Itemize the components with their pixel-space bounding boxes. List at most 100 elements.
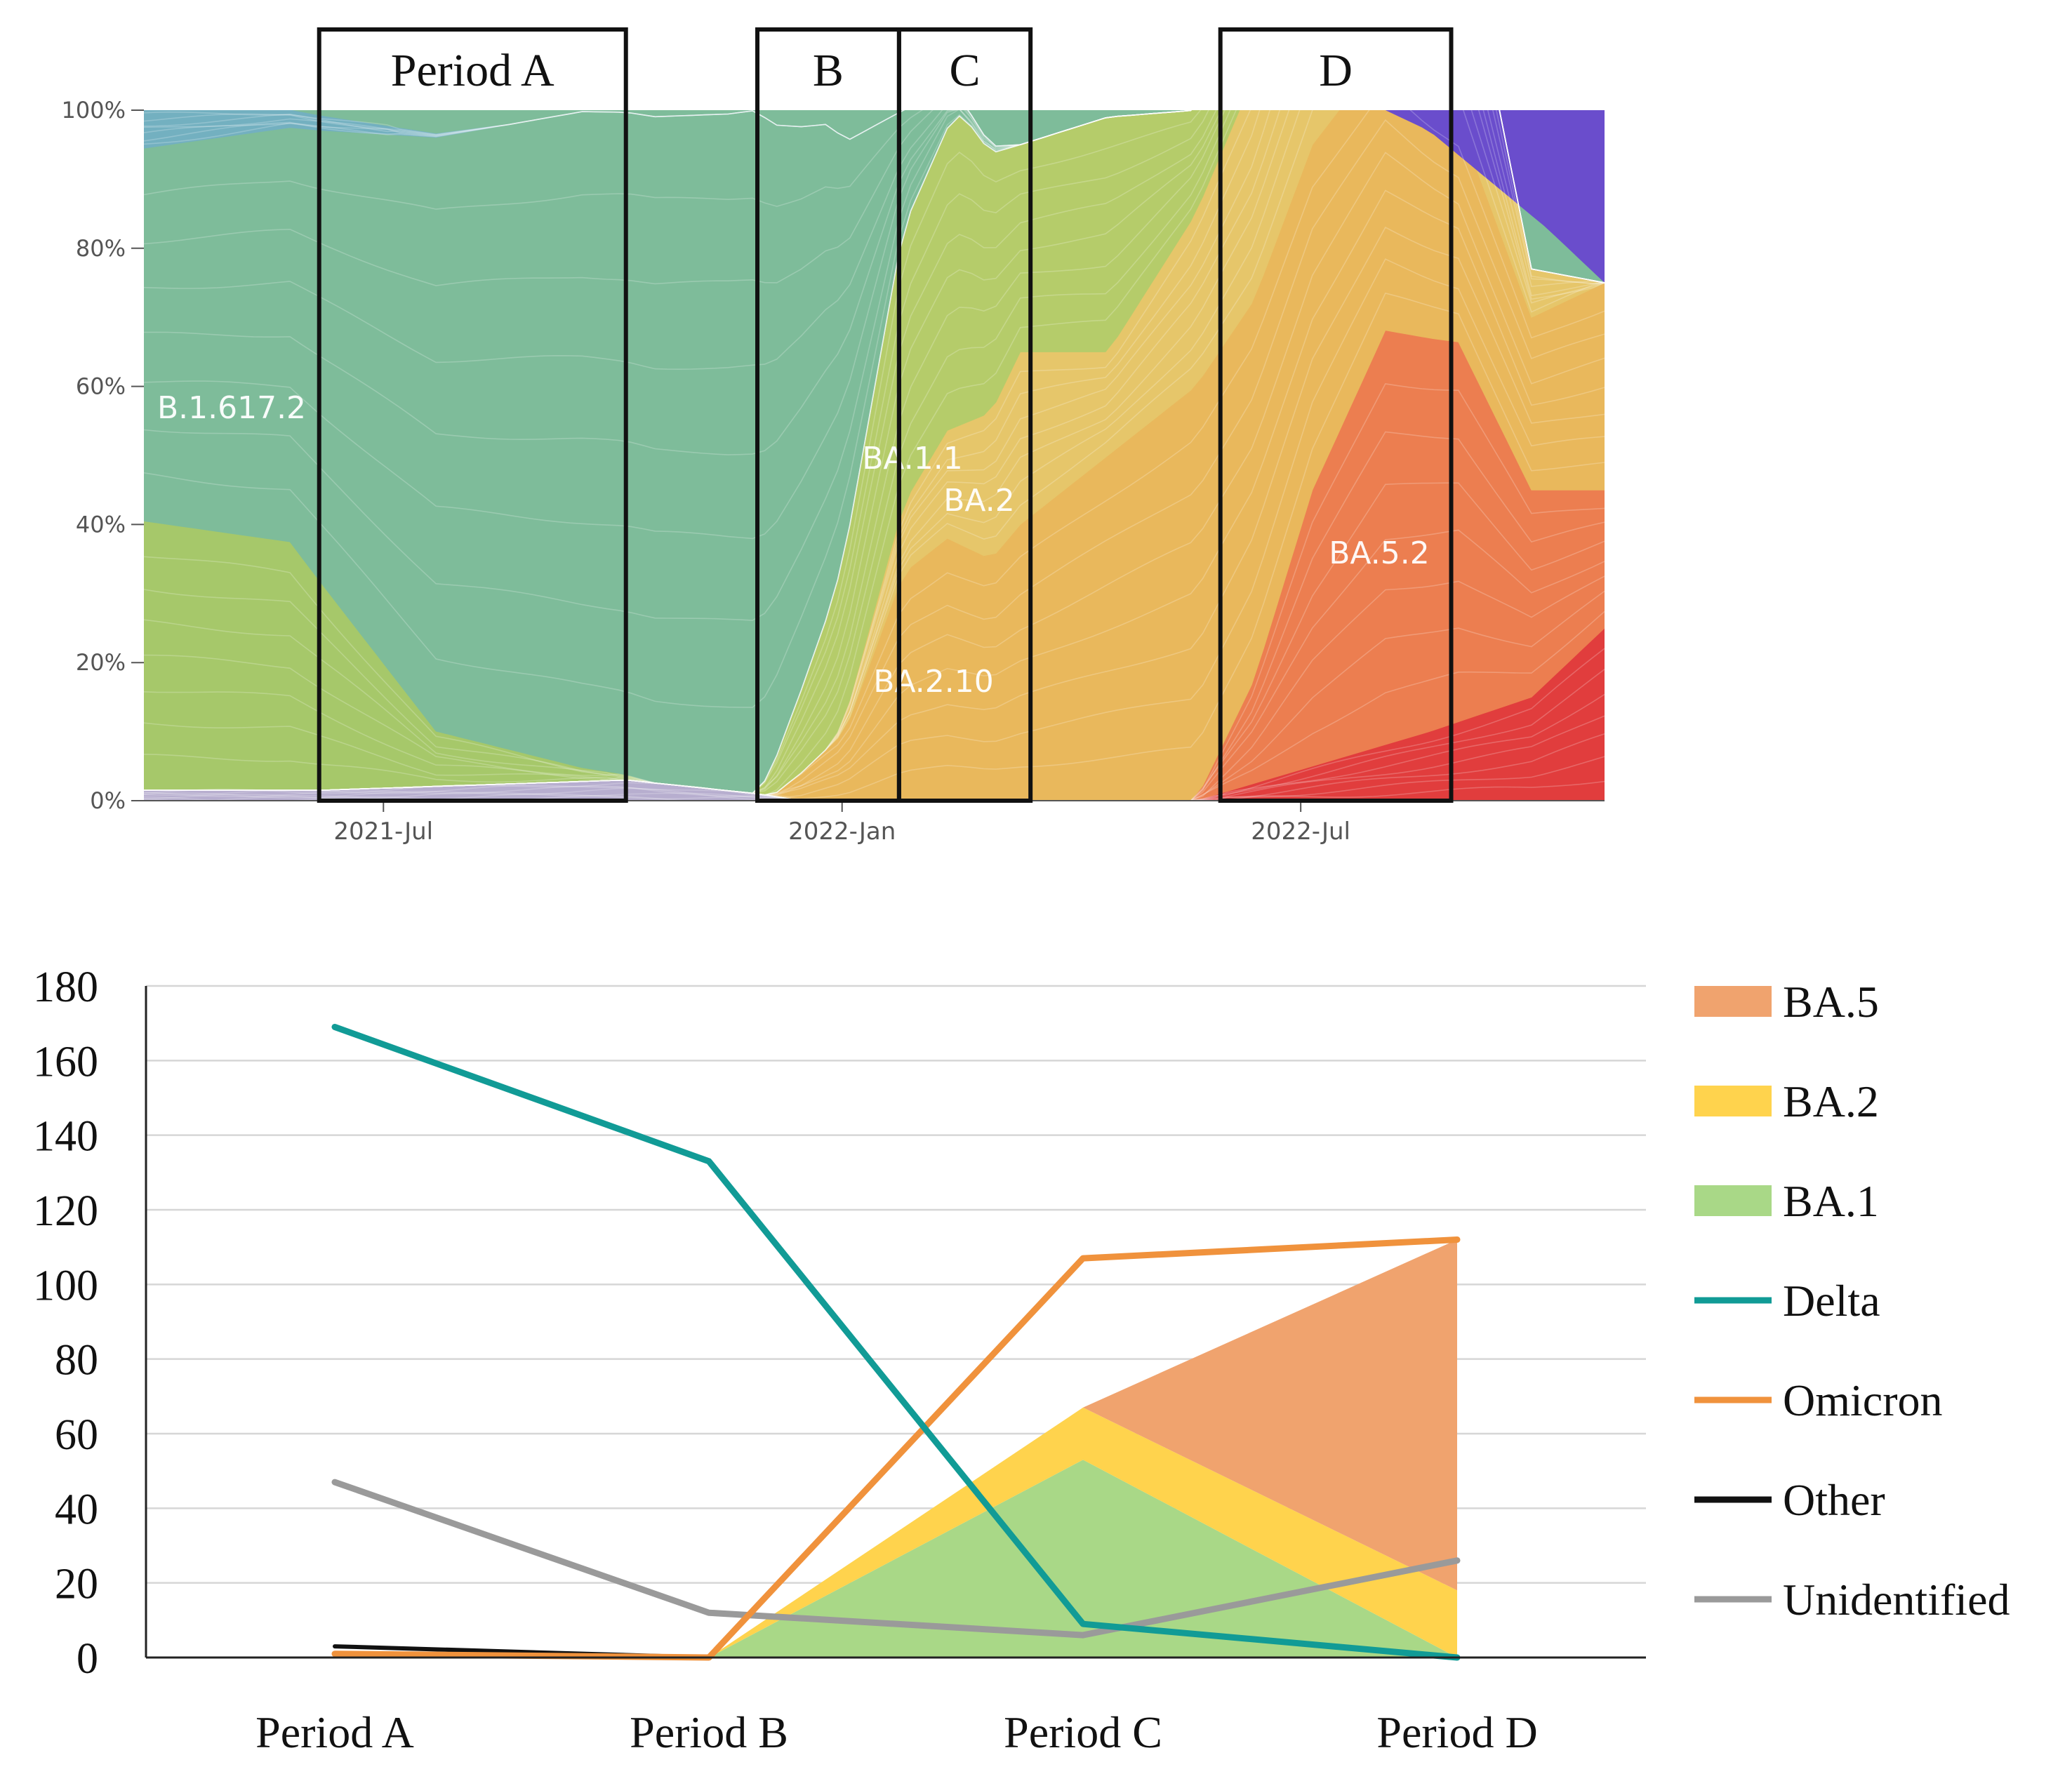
texture-line: [144, 292, 1605, 800]
legend-label-other: Other: [1783, 1475, 1885, 1525]
texture-line: [144, 110, 1605, 708]
lineage-label-b-1-617-2: B.1.617.2: [157, 390, 306, 426]
texture-line: [144, 110, 1605, 284]
texture-line: [144, 110, 1605, 455]
texture-line: [144, 110, 1605, 794]
line-delta: [331, 1024, 1461, 1661]
texture-line: [144, 110, 1605, 284]
lineage-label-ba-1-1: BA.1.1: [862, 441, 962, 476]
texture-line: [144, 482, 1605, 801]
legend-label-delta: Delta: [1783, 1276, 1880, 1326]
texture-line: [144, 110, 1605, 796]
texture-line: [144, 110, 1605, 796]
x-tick-label: 2022-Jul: [1251, 818, 1350, 846]
period-box-c: [896, 27, 1033, 803]
texture-line: [144, 110, 1605, 284]
legend-label-omicron: Omicron: [1783, 1375, 1943, 1425]
texture-line: [144, 733, 1605, 801]
area-bq-1-other: [144, 110, 1605, 283]
legend-label-ba-1: BA.1: [1783, 1176, 1879, 1226]
texture-line: [144, 110, 1605, 794]
texture-line: [144, 110, 1605, 794]
texture-line: [144, 785, 1605, 801]
texture-line: [144, 189, 1605, 796]
x-tick-label: 2021-Jul: [333, 818, 433, 846]
texture-line: [144, 110, 1605, 794]
texture-line: [144, 110, 1605, 794]
texture-line: [144, 110, 1605, 284]
texture-line: [144, 648, 1605, 801]
variant-areas: [709, 1239, 1457, 1658]
y-tick-label: 120: [33, 1187, 98, 1235]
legend-swatch-ba-2: [1694, 1086, 1772, 1116]
line-omicron: [331, 1236, 1461, 1661]
y-tick-label: 80%: [76, 235, 126, 262]
texture-line: [144, 110, 1605, 371]
lineage-proportion-chart: 0% 20% 40% 60% 80% 100% 2021-Jul 2022-Jan 2022-…: [62, 27, 1605, 846]
texture-line: [144, 152, 1605, 796]
y-tick-label: 0%: [90, 787, 126, 814]
texture-line: [144, 110, 1605, 540]
texture-line: [144, 110, 1605, 794]
lineage-label-ba-2: BA.2: [943, 483, 1015, 519]
texture-line: [144, 383, 1605, 801]
top-y-axis: 0% 20% 40% 60% 80% 100%: [62, 97, 144, 814]
area-older-lineages: [144, 110, 1605, 284]
texture-line: [144, 110, 1605, 794]
y-tick-label: 40: [55, 1486, 98, 1533]
variant-lines: [331, 1024, 1461, 1661]
texture-line: [144, 110, 1605, 794]
texture-line: [144, 611, 1605, 801]
texture-line: [144, 756, 1605, 801]
lineage-label-ba-2-10: BA.2.10: [873, 664, 993, 700]
texture-line: [144, 110, 1605, 284]
y-tick-label: 60%: [76, 373, 126, 400]
lineage-labels: B.1.617.2 BA.1.1 BA.2 BA.2.10 BA.5.2: [157, 390, 1430, 700]
legend: BA.5 BA.2 BA.1 Delta Omicron Other Unidentifie…: [1694, 977, 2010, 1625]
y-tick-label: 100%: [62, 97, 126, 124]
area-ba-2: [709, 1407, 1457, 1658]
texture-line: [144, 590, 1605, 801]
x-tick-label-period-b: Period B: [630, 1707, 788, 1757]
legend-swatch-ba-1: [1694, 1185, 1772, 1216]
texture-line: [144, 110, 1605, 796]
lineage-texture-lines: [144, 110, 1605, 801]
y-tick-label: 100: [33, 1262, 98, 1309]
period-box-d: [1218, 27, 1454, 803]
x-tick-label-period-d: Period D: [1376, 1707, 1537, 1757]
legend-label-unidentified: Unidentified: [1783, 1575, 2010, 1625]
texture-line: [144, 110, 1605, 794]
line-unidentified: [331, 1479, 1461, 1639]
x-tick-label-period-c: Period C: [1004, 1707, 1162, 1757]
texture-line: [144, 110, 1605, 794]
y-tick-label: 60: [55, 1411, 98, 1459]
period-label-c: C: [950, 45, 981, 96]
texture-line: [144, 779, 1605, 801]
texture-line: [144, 110, 1605, 284]
legend-label-ba-2: BA.2: [1783, 1076, 1879, 1126]
x-tick-label: 2022-Jan: [788, 818, 896, 846]
texture-line: [144, 782, 1605, 801]
y-tick-label: 140: [33, 1113, 98, 1161]
texture-line: [144, 226, 1605, 796]
period-box-period-a: [317, 27, 628, 803]
texture-line: [144, 110, 1605, 796]
period-label-d: D: [1319, 45, 1353, 96]
y-tick-label: 80: [55, 1337, 98, 1385]
texture-line: [144, 575, 1605, 801]
texture-line: [144, 258, 1605, 798]
period-boxes: Period A B C D: [317, 27, 1454, 803]
texture-line: [144, 110, 1605, 796]
texture-line: [144, 693, 1605, 801]
texture-line: [144, 110, 1605, 796]
texture-line: [144, 110, 1605, 796]
texture-line: [144, 785, 1605, 801]
y-tick-label: 40%: [76, 511, 126, 538]
area-ba-1: [709, 1460, 1457, 1658]
y-tick-label: 0: [77, 1635, 98, 1683]
y-tick-label: 180: [33, 963, 98, 1011]
period-label-b: B: [813, 45, 844, 96]
stacked-areas: [144, 110, 1605, 801]
